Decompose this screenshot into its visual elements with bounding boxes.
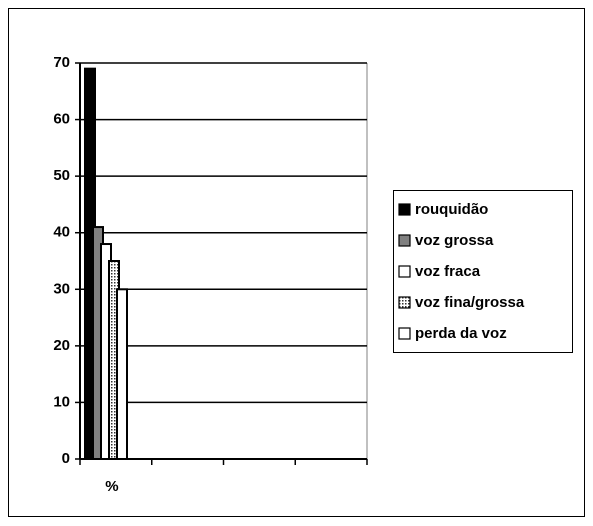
legend-box	[393, 190, 573, 353]
legend-swatch	[398, 265, 411, 278]
y-tick-label: 20	[53, 337, 70, 354]
legend-swatch	[398, 234, 411, 247]
y-tick-label: 50	[53, 167, 70, 184]
legend-label: voz fraca	[415, 263, 481, 280]
legend-label: voz fina/grossa	[415, 294, 525, 311]
y-tick-label: 60	[53, 111, 70, 128]
y-tick-label: 10	[53, 393, 70, 410]
y-tick-label: 70	[53, 54, 70, 71]
y-tick-label: 40	[53, 224, 70, 241]
y-tick-label: 30	[53, 280, 70, 297]
y-tick-label: 0	[62, 450, 70, 467]
legend-label: rouquidão	[415, 201, 488, 218]
legend-swatch	[398, 203, 411, 216]
bar	[116, 288, 128, 460]
legend-label: voz grossa	[415, 232, 494, 249]
legend-swatch	[398, 296, 411, 309]
legend-label: perda da voz	[415, 325, 507, 342]
legend-swatch	[398, 327, 411, 340]
x-tick-label: %	[105, 478, 118, 495]
